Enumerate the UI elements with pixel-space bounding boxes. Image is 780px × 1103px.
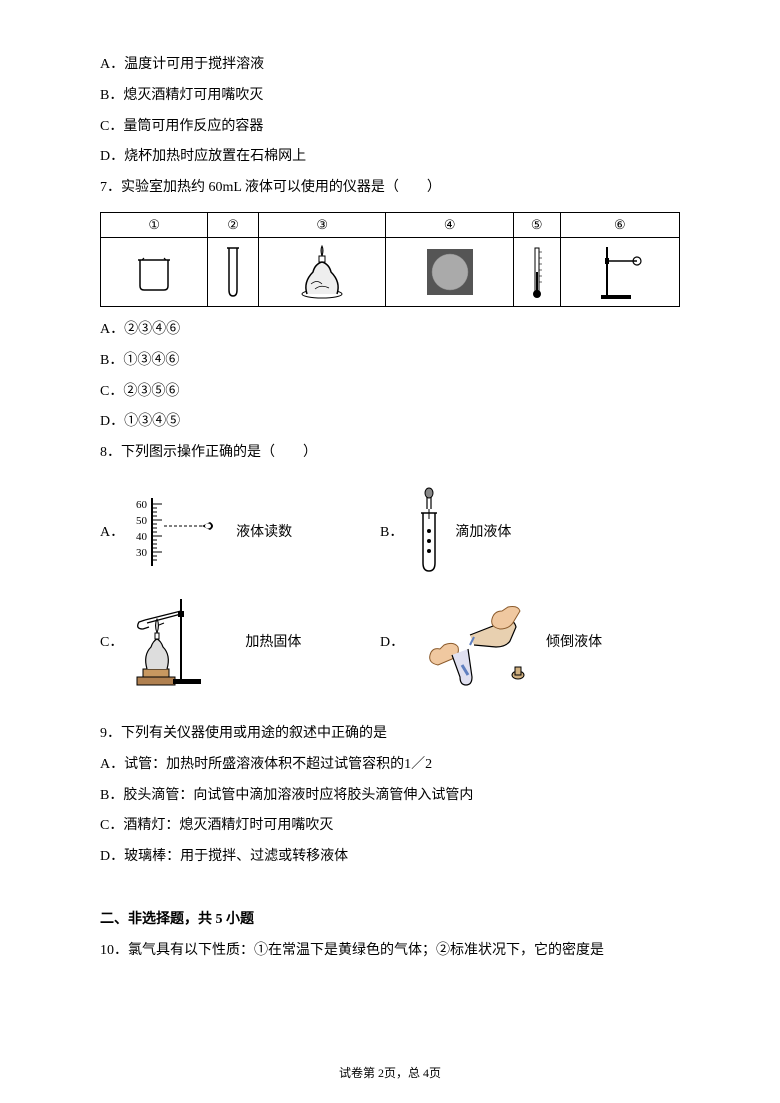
q8-option-c: C． 加热固体	[100, 593, 360, 689]
q7-option-b: B．①③④⑥	[100, 346, 680, 377]
q6-option-c: C．量筒可用作反应的容器	[100, 112, 680, 143]
reading-liquid-icon: 60 50 40 30	[130, 492, 230, 570]
pouring-liquid-icon	[410, 593, 540, 689]
q8-option-b: B． 滴加液体	[380, 487, 511, 575]
q9-option-c: C．酒精灯：熄灭酒精灯时可用嘴吹灭	[100, 811, 680, 842]
dropper-icon	[409, 487, 449, 575]
q6-option-b: B．熄灭酒精灯可用嘴吹灭	[100, 81, 680, 112]
q7-h1: ①	[101, 212, 208, 237]
q7-thermometer-cell	[513, 237, 560, 306]
q8-stem: 8．下列图示操作正确的是（ ）	[100, 438, 680, 469]
q7-h2: ②	[208, 212, 259, 237]
q8-label-d: D．	[380, 631, 404, 651]
q7-h6: ⑥	[560, 212, 679, 237]
q9-option-d: D．玻璃棒：用于搅拌、过滤或转移液体	[100, 842, 680, 873]
asbestos-net-icon	[423, 245, 477, 299]
q8-option-a: A． 60 50 40 30 液体读数	[100, 492, 360, 570]
page-footer: 试卷第 2页，总 4页	[0, 1064, 780, 1081]
svg-text:40: 40	[136, 531, 148, 543]
q10-stem: 10．氯气具有以下性质：①在常温下是黄绿色的气体；②标准状况下，它的密度是	[100, 936, 680, 967]
q7-stand-cell	[560, 237, 679, 306]
alcohol-lamp-icon	[295, 244, 349, 300]
q9-option-b: B．胶头滴管：向试管中滴加溶液时应将胶头滴管伸入试管内	[100, 781, 680, 812]
q7-testtube-cell	[208, 237, 259, 306]
q7-h3: ③	[258, 212, 386, 237]
q7-option-a: A．②③④⑥	[100, 315, 680, 346]
section2-title: 二、非选择题，共 5 小题	[100, 905, 680, 936]
q7-alcohol-lamp-cell	[258, 237, 386, 306]
q8-text-a: 液体读数	[236, 521, 292, 541]
beaker-icon	[132, 250, 176, 294]
q8-text-c: 加热固体	[245, 631, 301, 651]
q6-option-d: D．烧杯加热时应放置在石棉网上	[100, 142, 680, 173]
q7-option-d: D．①③④⑤	[100, 407, 680, 438]
q8-label-a: A．	[100, 521, 124, 541]
svg-text:60: 60	[136, 499, 148, 511]
iron-stand-icon	[595, 243, 645, 301]
test-tube-icon	[225, 246, 241, 298]
q8-label-b: B．	[380, 521, 403, 541]
q9-stem: 9．下列有关仪器使用或用途的叙述中正确的是	[100, 719, 680, 750]
q6-option-a: A．温度计可用于搅拌溶液	[100, 50, 680, 81]
svg-text:30: 30	[136, 547, 148, 559]
svg-text:50: 50	[136, 515, 148, 527]
q8-text-d: 倾倒液体	[546, 631, 602, 651]
q7-option-c: C．②③⑤⑥	[100, 377, 680, 408]
q8-text-b: 滴加液体	[455, 521, 511, 541]
q8-label-c: C．	[100, 631, 123, 651]
q7-h4: ④	[386, 212, 514, 237]
q8-option-d: D． 倾倒液体	[380, 593, 602, 689]
heating-solid-icon	[129, 593, 239, 689]
q9-option-a: A．试管：加热时所盛溶液体积不超过试管容积的1／2	[100, 750, 680, 781]
q7-asbestos-cell	[386, 237, 514, 306]
thermometer-icon	[530, 244, 544, 300]
q7-stem: 7．实验室加热约 60mL 液体可以使用的仪器是（ ）	[100, 173, 680, 204]
q7-h5: ⑤	[513, 212, 560, 237]
q7-instruments-table: ① ② ③ ④ ⑤ ⑥	[100, 212, 680, 307]
q7-beaker-cell	[101, 237, 208, 306]
